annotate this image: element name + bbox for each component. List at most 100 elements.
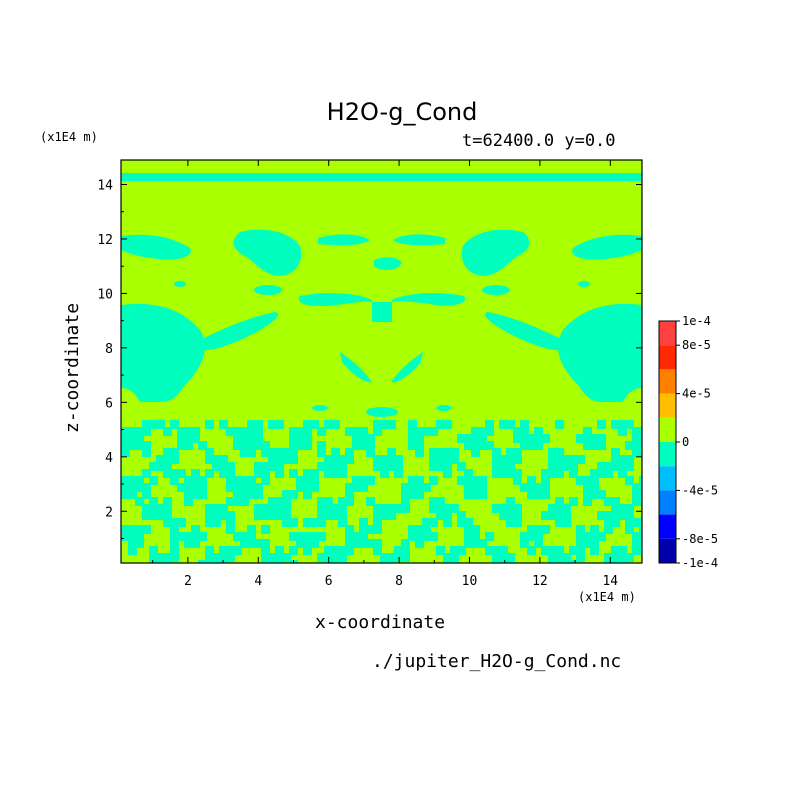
negative-cell [499,420,508,429]
negative-cell [254,483,263,492]
negative-cell [394,504,403,513]
colorbar-label: -1e-4 [682,556,718,570]
negative-cell [380,504,389,513]
negative-cell [387,448,396,457]
negative-cell [135,497,144,506]
negative-cell [289,532,298,541]
negative-cell [436,511,445,520]
negative-cell [506,504,515,513]
negative-cell [205,504,214,513]
negative-cell [303,518,312,527]
negative-cell [247,427,256,436]
negative-cell [163,462,172,471]
negative-cell [324,469,333,478]
negative-cell [436,420,445,429]
colorbar-level [659,466,676,491]
negative-cell [632,441,641,450]
negative-cell [296,532,305,541]
negative-cell [618,455,627,464]
negative-cell [303,469,312,478]
negative-cell [534,532,543,541]
negative-cell [408,420,417,429]
negative-cell [492,455,501,464]
negative-cell [422,518,431,527]
negative-cell [338,469,347,478]
negative-cell [254,469,263,478]
negative-cell [590,546,599,555]
negative-cell [205,518,214,527]
negative-cell [149,462,158,471]
axes: 2 4 6 8 10 12 14 2 4 6 8 10 12 14 [97,159,643,589]
negative-cell [191,476,200,485]
negative-cell [639,532,642,541]
negative-cell [352,434,361,443]
negative-cell [163,553,172,562]
negative-cell [590,476,599,485]
negative-cell [254,427,263,436]
negative-cell [499,511,508,520]
negative-cell [625,420,634,429]
negative-cell [527,476,536,485]
negative-cell [611,448,620,457]
negative-cell [240,539,249,548]
negative-cell [471,539,480,548]
negative-cell [184,427,193,436]
negative-cell [359,532,368,541]
negative-cell [548,462,557,471]
negative-cell [366,497,375,506]
negative-cell [366,434,375,443]
negative-cell [380,553,389,562]
y-tick-label: 12 [97,233,113,248]
negative-cell [331,448,340,457]
negative-cell [170,448,179,457]
negative-cell [345,532,354,541]
negative-cell [142,525,151,534]
negative-cell [317,532,326,541]
negative-cell [317,511,326,520]
negative-cell [324,455,333,464]
negative-cell [576,553,585,562]
x-tick-label: 6 [325,574,333,589]
negative-cell [268,511,277,520]
negative-cell [261,469,270,478]
negative-cell [268,462,277,471]
negative-cell [562,518,571,527]
negative-cell [506,420,515,429]
negative-cell [275,504,284,513]
negative-cell [219,469,228,478]
negative-cell [429,532,438,541]
negative-cell [128,525,137,534]
negative-cell [163,448,172,457]
negative-cell [625,553,634,562]
negative-cell [338,553,347,562]
negative-cell [380,455,389,464]
negative-cell [324,462,333,471]
chart-title: H2O-g_Cond [326,98,478,126]
negative-cell [261,525,270,534]
negative-cell [436,546,445,555]
negative-cell [527,434,536,443]
negative-cell [590,483,599,492]
negative-cell [513,448,522,457]
negative-cell [541,525,550,534]
negative-cell [583,490,592,499]
negative-cell [275,455,284,464]
negative-cell [506,462,515,471]
negative-region [298,293,466,322]
negative-cell [191,525,200,534]
negative-cell [604,553,613,562]
negative-cell [156,504,165,513]
x-tick-label: 12 [532,574,548,589]
negative-cell [450,546,459,555]
negative-cell [219,462,228,471]
negative-cell [450,504,459,513]
negative-cell [296,441,305,450]
negative-cell [401,539,410,548]
negative-cell [261,560,270,563]
negative-cell [352,483,361,492]
negative-cell [450,553,459,562]
negative-cell [282,511,291,520]
negative-cell [443,560,452,563]
negative-cell [205,560,214,563]
negative-cell [233,490,242,499]
